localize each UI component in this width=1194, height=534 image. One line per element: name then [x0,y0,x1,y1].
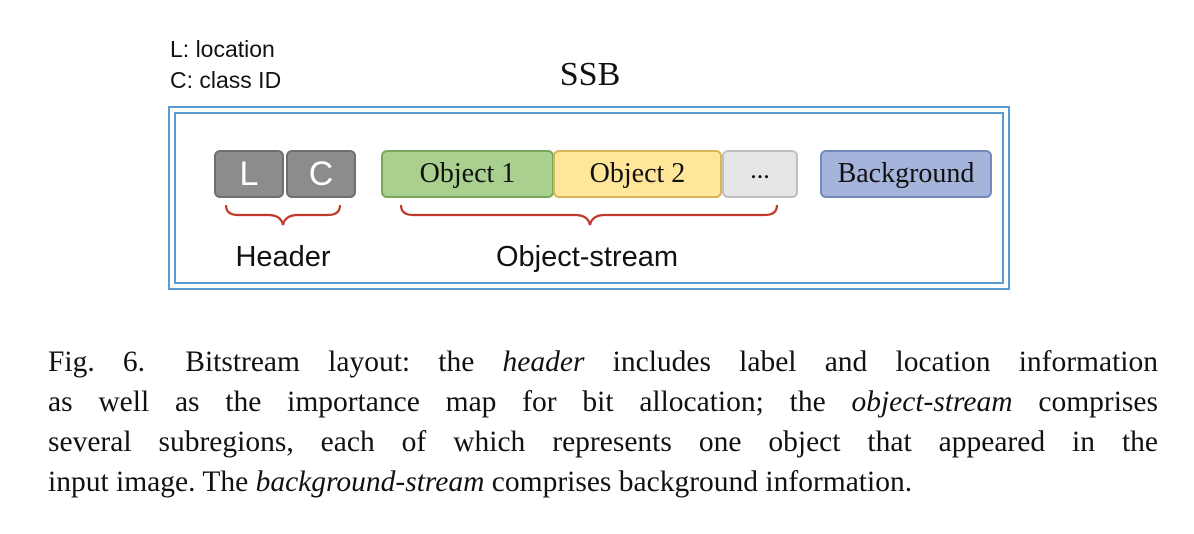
object-1-block: Object 1 [381,150,554,198]
background-block: Background [820,150,992,198]
caption-line-2: as well as the importance map for bit al… [48,382,1158,422]
caption-line-1: Fig. 6. Bitstream layout: the header inc… [48,342,1158,382]
figure-caption: Fig. 6. Bitstream layout: the header inc… [48,342,1158,502]
caption-line-4: input image. The background-stream compr… [48,462,1158,502]
caption-text: comprises background information. [484,466,913,498]
header-label: Header [235,241,331,273]
caption-figure-label: Fig. 6. [48,346,146,378]
caption-emphasis: object-stream [851,386,1013,418]
ssb-frame [168,106,1010,290]
caption-line-3: several subregions, each of which repres… [48,426,1158,458]
more-objects-block: ... [722,150,798,198]
caption-text: as well as the importance map for bit al… [48,386,852,418]
ssb-frame-inner [174,112,1004,284]
legend-location: L: location [170,36,275,62]
caption-text: input image. The [48,466,256,498]
caption-text: comprises [1012,386,1158,418]
object-stream-label: Object-stream [495,241,679,273]
location-block: L [214,150,284,198]
legend-class-id: C: class ID [170,67,282,93]
header-brace [224,204,342,226]
ssb-title: SSB [559,56,621,93]
object-stream-brace [399,204,779,226]
caption-emphasis: header [502,346,585,378]
object-2-block: Object 2 [553,150,722,198]
caption-text: Bitstream layout: the [185,346,503,378]
class-id-block: C [286,150,356,198]
caption-text: includes label and location information [584,346,1158,378]
caption-emphasis: background-stream [255,466,485,498]
